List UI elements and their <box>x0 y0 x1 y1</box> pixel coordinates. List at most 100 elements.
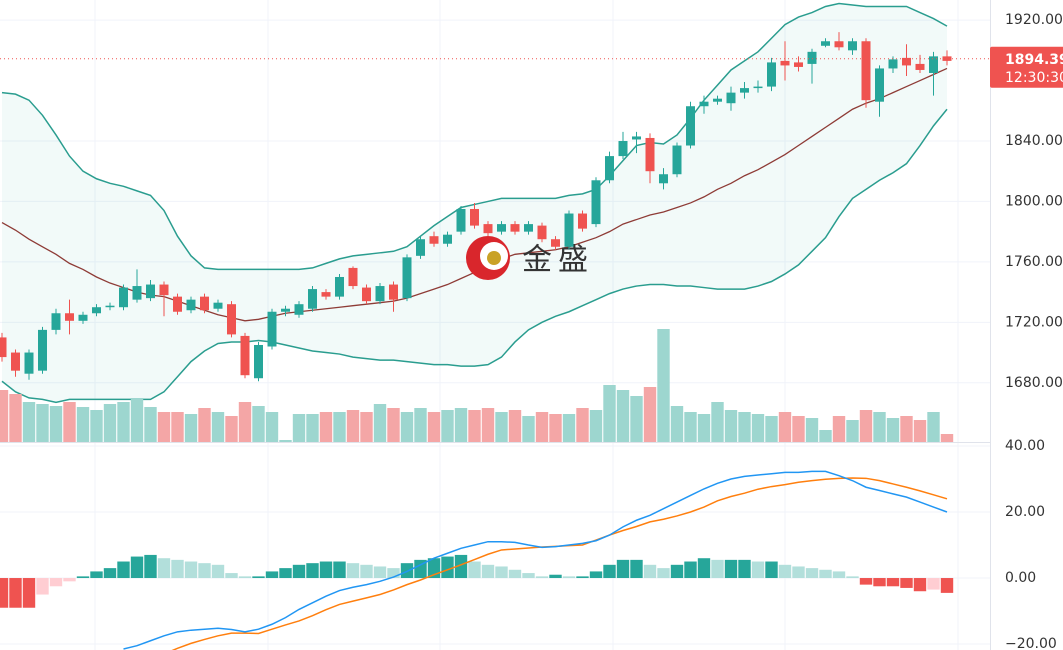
lower-band <box>1 108 948 404</box>
volume-bar <box>319 412 333 442</box>
macd-bar <box>292 564 306 579</box>
macd-bar <box>333 561 346 579</box>
volume-bar <box>387 408 400 442</box>
candle-body <box>402 257 412 299</box>
macd-bar <box>643 564 657 579</box>
volume-bar <box>778 412 792 442</box>
candle-body <box>497 224 506 232</box>
macd-bar <box>738 559 751 579</box>
volume-bar <box>414 408 427 442</box>
macd-bar <box>765 561 778 579</box>
macd-tick-label: 0.00 <box>1005 570 1036 586</box>
candle-body <box>375 286 385 302</box>
volume-bar <box>265 412 279 442</box>
candle-body <box>105 305 115 308</box>
macd-bar <box>387 568 400 579</box>
macd-bar <box>900 578 913 588</box>
macd-bar <box>616 559 630 579</box>
macd-bar <box>927 578 940 590</box>
volume-bar <box>292 414 306 442</box>
candle-body <box>645 137 655 172</box>
macd-bar <box>535 576 549 579</box>
macd-bar <box>576 576 589 579</box>
candle-body <box>888 59 898 69</box>
macd-bar <box>913 578 927 592</box>
candle-body <box>618 140 628 157</box>
y-tick-label: 1840.00 <box>1005 133 1063 149</box>
macd-bar <box>171 559 184 579</box>
volume-bar <box>306 414 319 442</box>
macd-bar <box>36 578 49 595</box>
volume-bar <box>846 420 859 442</box>
volume-bar <box>346 410 360 442</box>
volume-bar <box>765 416 778 442</box>
macd-bar <box>657 568 670 579</box>
candle-body <box>321 292 331 297</box>
candle-body <box>362 287 371 302</box>
macd-bar <box>819 569 832 579</box>
volume-bar <box>927 412 940 442</box>
macd-bar <box>346 563 360 579</box>
macd-bar <box>225 573 238 579</box>
volume-bar <box>36 404 49 442</box>
volume-bar <box>144 407 157 442</box>
candle-body <box>672 145 682 175</box>
volume-bar <box>630 396 643 442</box>
volume-bar <box>616 390 630 442</box>
candle-body <box>416 239 425 256</box>
volume-bar <box>913 420 927 442</box>
last-price-box <box>990 46 1063 88</box>
dea-line <box>171 477 948 650</box>
macd-bar <box>211 564 225 579</box>
macd-bar <box>684 561 697 579</box>
logo-dot <box>487 251 501 265</box>
candle-body <box>875 68 884 102</box>
y-tick-label: 1760.00 <box>1005 254 1063 270</box>
macd-bar <box>184 561 198 579</box>
macd-bar <box>238 576 252 579</box>
dif-line <box>123 470 948 650</box>
volume-bar <box>873 412 886 442</box>
macd-bar <box>130 556 144 579</box>
candle-body <box>591 180 601 225</box>
candle-body <box>726 92 736 104</box>
macd-bar <box>549 574 562 579</box>
macd-bar <box>117 561 130 579</box>
volume-bar <box>130 398 144 442</box>
macd-bar <box>495 566 508 579</box>
watermark: 金盛 <box>522 243 594 278</box>
volume-bar <box>373 404 387 442</box>
volume-bar <box>157 412 171 442</box>
macd-bar <box>832 571 846 579</box>
candle-body <box>564 213 574 247</box>
macd-bar <box>265 571 279 579</box>
last-price-label: 1894.39 <box>1005 52 1063 68</box>
volume-bar <box>886 418 900 442</box>
macd-tick-label: −20.00 <box>1005 636 1057 650</box>
volume-bar <box>9 394 22 442</box>
candle-body <box>38 329 47 371</box>
candle-body <box>699 101 709 107</box>
y-tick-label: 1680.00 <box>1005 375 1063 391</box>
candle-body <box>186 299 196 311</box>
volume-bar <box>360 412 373 442</box>
volume-bar <box>603 385 616 442</box>
candle-body <box>659 174 668 184</box>
candle-body <box>537 225 547 240</box>
volume-bar <box>751 414 765 442</box>
macd-bar <box>9 578 22 608</box>
macd-bar <box>279 568 292 579</box>
axis: 1920.00 1840.00 1800.00 1760.00 1720.00 1680.… <box>990 12 1063 650</box>
candle-body <box>173 296 182 312</box>
candle-body <box>348 267 358 287</box>
volume-bar <box>819 430 832 442</box>
macd-bar <box>198 563 211 579</box>
candle-body <box>213 302 223 309</box>
volume-bar <box>211 412 225 442</box>
volume-bar <box>171 412 184 442</box>
candle-body <box>834 41 844 48</box>
macd-bar <box>0 578 9 608</box>
candle-body <box>389 284 398 300</box>
volume-bar <box>184 414 198 442</box>
